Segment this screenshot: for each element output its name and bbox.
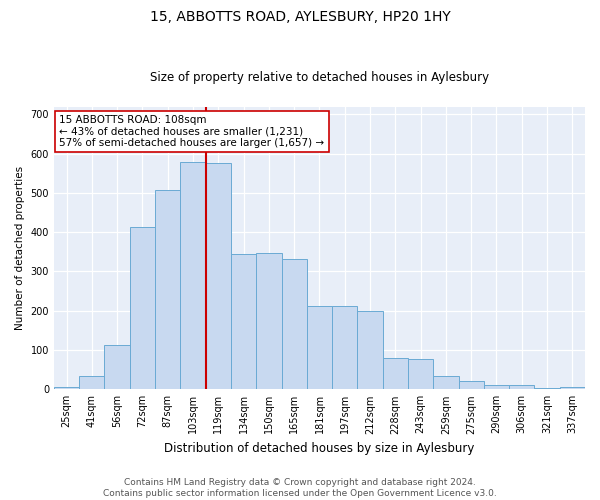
Bar xyxy=(206,163,231,390)
Bar xyxy=(256,253,281,390)
Text: 15 ABBOTTS ROAD: 108sqm
← 43% of detached houses are smaller (1,231)
57% of semi: 15 ABBOTTS ROAD: 108sqm ← 43% of detache… xyxy=(59,115,325,148)
Bar xyxy=(560,386,585,390)
Text: 15, ABBOTTS ROAD, AYLESBURY, HP20 1HY: 15, ABBOTTS ROAD, AYLESBURY, HP20 1HY xyxy=(149,10,451,24)
Bar xyxy=(358,310,383,390)
Bar xyxy=(181,162,206,390)
Bar xyxy=(130,227,155,390)
Bar xyxy=(231,254,256,390)
Bar xyxy=(433,376,458,390)
Bar xyxy=(332,306,358,390)
Bar xyxy=(484,384,509,390)
Bar xyxy=(155,190,181,390)
Bar xyxy=(104,345,130,390)
Bar xyxy=(535,388,560,390)
Bar xyxy=(79,376,104,390)
Title: Size of property relative to detached houses in Aylesbury: Size of property relative to detached ho… xyxy=(150,72,489,85)
Bar xyxy=(458,382,484,390)
Bar xyxy=(281,258,307,390)
Bar xyxy=(509,384,535,390)
Text: Contains HM Land Registry data © Crown copyright and database right 2024.
Contai: Contains HM Land Registry data © Crown c… xyxy=(103,478,497,498)
X-axis label: Distribution of detached houses by size in Aylesbury: Distribution of detached houses by size … xyxy=(164,442,475,455)
Bar xyxy=(383,358,408,390)
Bar xyxy=(54,386,79,390)
Bar xyxy=(307,306,332,390)
Y-axis label: Number of detached properties: Number of detached properties xyxy=(15,166,25,330)
Bar xyxy=(408,358,433,390)
